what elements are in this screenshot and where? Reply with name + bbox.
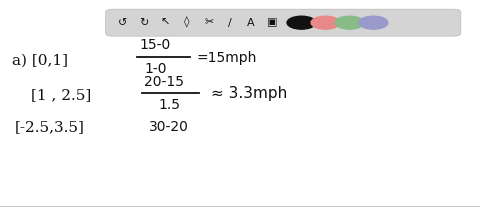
Text: 1-0: 1-0 [144,62,167,76]
Text: /: / [228,18,231,28]
Text: ▣: ▣ [267,18,278,28]
Circle shape [287,16,316,29]
Circle shape [359,16,388,29]
Text: =15mph: =15mph [197,51,257,65]
Text: ↖: ↖ [161,18,170,28]
Text: 30-20: 30-20 [149,121,189,134]
Text: [1 , 2.5]: [1 , 2.5] [31,88,92,102]
Circle shape [311,16,340,29]
Text: 1.5: 1.5 [158,98,180,112]
Text: 15-0: 15-0 [139,38,170,52]
Text: A: A [247,18,255,28]
Text: ↺: ↺ [118,18,127,28]
Circle shape [335,16,364,29]
Text: a) [0,1]: a) [0,1] [12,54,68,67]
Text: ≈ 3.3mph: ≈ 3.3mph [211,86,288,101]
Text: 20-15: 20-15 [144,75,184,89]
Text: ↻: ↻ [139,18,149,28]
Text: ✂: ✂ [204,18,214,28]
Text: [-2.5,3.5]: [-2.5,3.5] [14,121,84,134]
FancyBboxPatch shape [106,9,461,36]
Text: ◊: ◊ [184,17,190,28]
